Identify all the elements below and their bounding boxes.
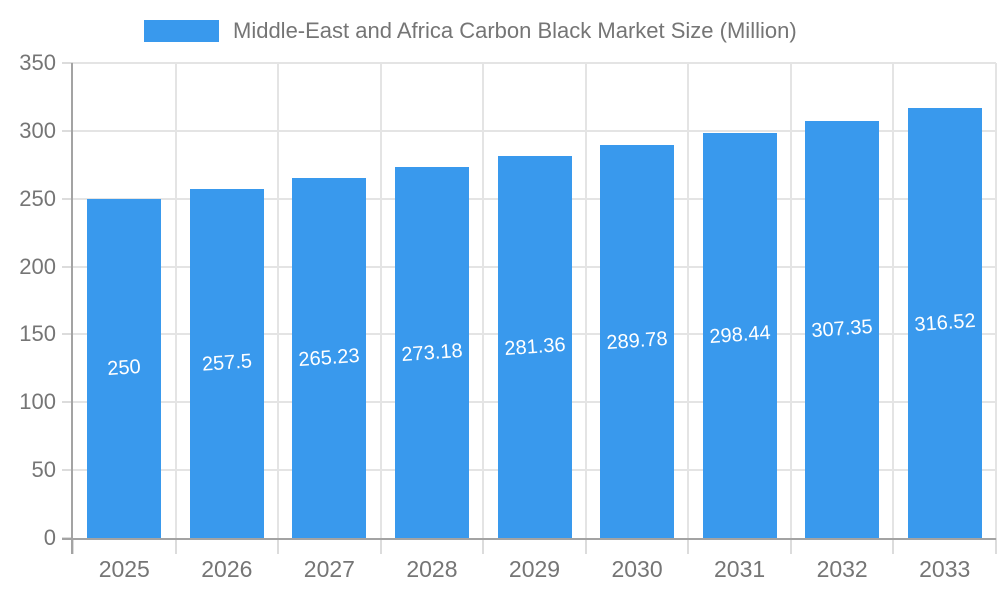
x-axis-tick-label: 2033 — [919, 556, 971, 582]
bar[interactable] — [189, 188, 264, 538]
x-axis-tick — [687, 538, 690, 554]
x-gridline — [277, 63, 280, 538]
y-axis-tick — [62, 265, 73, 268]
y-axis-tick — [62, 129, 73, 132]
x-gridline — [892, 63, 895, 538]
y-axis-tick-label: 300 — [19, 117, 56, 143]
bar[interactable] — [600, 144, 675, 538]
x-axis-tick — [482, 538, 485, 554]
bar[interactable] — [702, 132, 777, 538]
x-axis-tick — [995, 538, 997, 554]
bar[interactable] — [87, 198, 162, 538]
x-gridline — [687, 63, 690, 538]
bar[interactable] — [292, 178, 367, 538]
x-gridline — [379, 63, 382, 538]
y-axis-tick-label: 0 — [43, 525, 56, 550]
y-axis-tick — [62, 469, 73, 472]
x-gridline — [584, 63, 587, 538]
y-axis-tick — [62, 401, 73, 404]
x-axis-tick — [789, 538, 792, 554]
x-gridline — [995, 63, 997, 538]
y-axis-tick-label: 250 — [19, 185, 56, 211]
x-axis-tick — [277, 538, 280, 554]
x-axis-tick — [379, 538, 382, 554]
x-axis-tick-label: 2025 — [98, 556, 150, 582]
bar[interactable] — [497, 156, 572, 538]
y-axis-tick-label: 50 — [31, 457, 56, 483]
x-axis-tick-label: 2030 — [611, 556, 663, 582]
x-axis-tick — [584, 538, 587, 554]
y-axis-tick — [62, 333, 73, 336]
x-axis-tick — [174, 538, 177, 554]
x-axis-tick-label: 2027 — [303, 556, 355, 582]
x-axis-tick-label: 2031 — [714, 556, 766, 582]
bar[interactable] — [805, 120, 880, 538]
x-axis-tick — [72, 538, 74, 554]
bar[interactable] — [907, 108, 982, 538]
x-gridline — [789, 63, 792, 538]
y-axis-tick — [62, 197, 73, 200]
x-gridline — [482, 63, 485, 538]
x-axis-tick-label: 2028 — [406, 556, 458, 582]
y-gridline — [73, 129, 996, 132]
x-axis-tick-label: 2026 — [201, 556, 253, 582]
bar-value-label: 273.18 — [400, 339, 464, 366]
legend-swatch — [144, 20, 219, 42]
x-axis-tick — [892, 538, 895, 554]
x-axis-line — [62, 538, 996, 540]
y-axis-tick — [62, 62, 73, 64]
y-axis-tick-label: 150 — [19, 321, 56, 347]
y-axis-line — [71, 63, 73, 554]
y-axis-tick-label: 350 — [19, 50, 56, 75]
legend-series-label: Middle-East and Africa Carbon Black Mark… — [233, 18, 797, 43]
y-gridline — [73, 62, 996, 64]
y-axis-tick-label: 100 — [19, 389, 56, 415]
bar[interactable] — [394, 167, 469, 538]
x-gridline — [174, 63, 177, 538]
chart-legend[interactable]: Middle-East and Africa Carbon Black Mark… — [144, 14, 797, 48]
y-axis-tick-label: 200 — [19, 253, 56, 279]
x-axis-tick-label: 2032 — [816, 556, 868, 582]
x-axis-tick-label: 2029 — [508, 556, 561, 582]
